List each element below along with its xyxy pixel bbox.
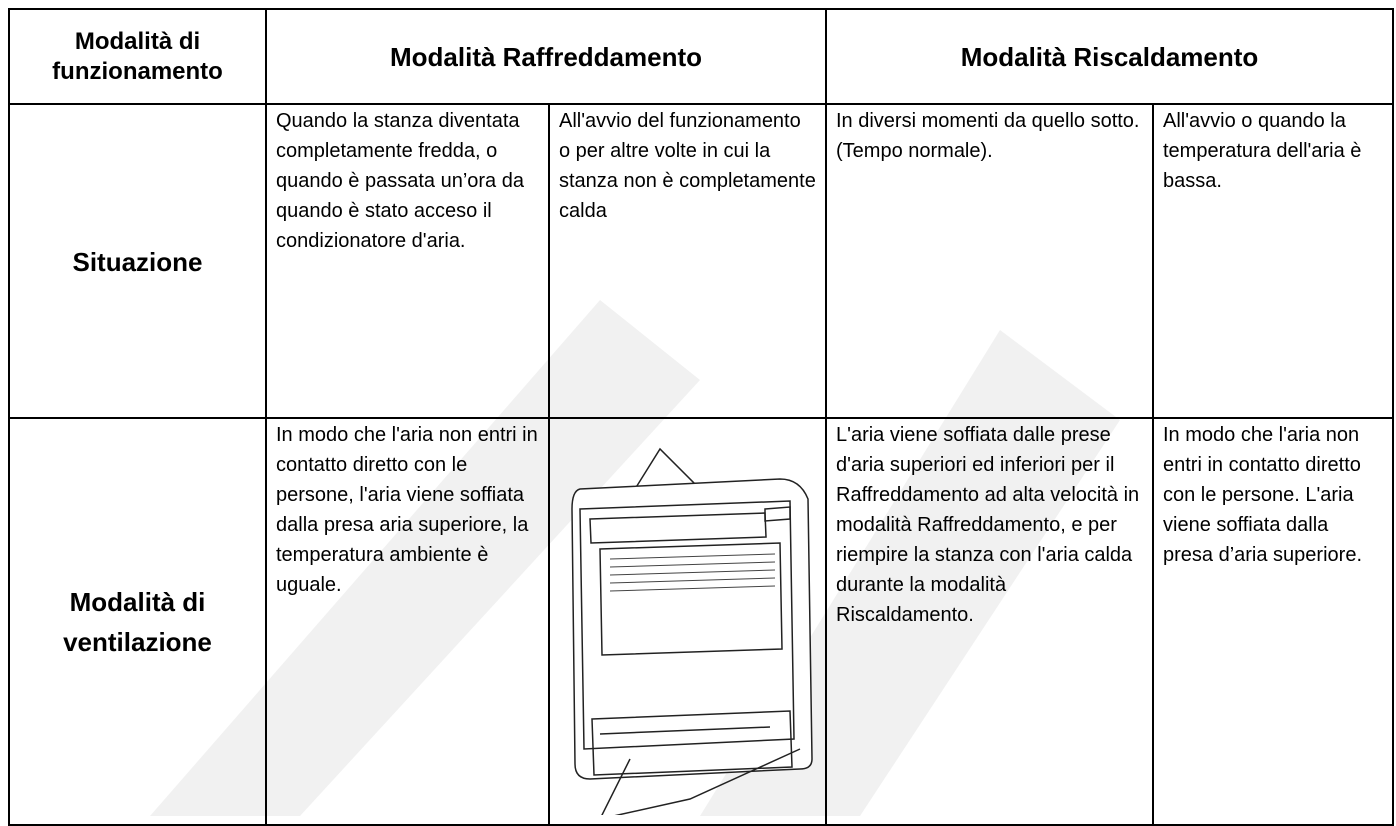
header-row: Modalità di funzionamento Modalità Raffr… <box>8 8 1394 105</box>
mode-table: Modalità di funzionamento Modalità Raffr… <box>8 8 1394 826</box>
cell: All'avvio del funzionamento o per altre … <box>548 103 827 419</box>
row: Situazione Quando la stanza diventata co… <box>8 103 1394 419</box>
row-label: Modalità di ventilazione <box>8 417 267 826</box>
header-cell: Modalità Raffreddamento <box>265 8 827 105</box>
cell: In modo che l'aria non entri in contatto… <box>1152 417 1394 826</box>
air-conditioner-illustration <box>571 447 813 821</box>
header-cell: Modalità di funzionamento <box>8 8 267 105</box>
image-cell <box>548 417 827 826</box>
cell: Quando la stanza diventata completamente… <box>265 103 550 419</box>
cell: In modo che l'aria non entri in contatto… <box>265 417 550 826</box>
cell: In diversi momenti da quello sotto. (Tem… <box>825 103 1154 419</box>
row: Modalità di ventilazione In modo che l'a… <box>8 417 1394 826</box>
cell: All'avvio o quando la temperatura dell'a… <box>1152 103 1394 419</box>
cell: L'aria viene soffiata dalle prese d'aria… <box>825 417 1154 826</box>
header-cell: Modalità Riscaldamento <box>825 8 1394 105</box>
row-label: Situazione <box>8 103 267 419</box>
